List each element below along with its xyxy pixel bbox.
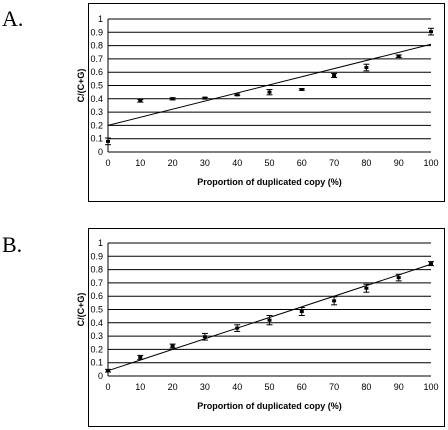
y-tick-label-b-6: 0.6 (90, 291, 103, 301)
x-tick-label-a-3: 30 (200, 158, 210, 168)
x-tick-label-a-0: 0 (105, 158, 110, 168)
chart-b-frame (88, 228, 445, 427)
data-point-b-10 (429, 262, 433, 266)
data-point-a-2 (170, 97, 175, 101)
data-point-b-6 (299, 309, 304, 313)
panel-b-label: B. (2, 232, 23, 257)
x-tick-label-a-6: 60 (297, 158, 307, 168)
x-tick-label-a-10: 100 (423, 158, 438, 168)
x-tick-label-b-4: 40 (232, 382, 242, 392)
y-tick-label-a-0: 0 (98, 147, 103, 157)
y-tick-label-a-5: 0.5 (90, 81, 103, 91)
data-point-b-1 (138, 355, 143, 359)
x-tick-label-a-2: 20 (168, 158, 178, 168)
y-tick-label-b-2: 0.2 (90, 344, 103, 354)
x-tick-label-b-6: 60 (297, 382, 307, 392)
x-tick-label-a-5: 50 (264, 158, 274, 168)
x-tick-label-b-2: 20 (168, 382, 178, 392)
y-tick-label-a-1: 0.1 (90, 134, 103, 144)
y-tick-label-b-5: 0.5 (90, 305, 103, 315)
chart-a-frame (88, 3, 445, 202)
x-axis-title-b: Proportion of duplicated copy (%) (197, 401, 342, 411)
data-point-a-0 (106, 139, 110, 143)
data-point-b-3 (202, 335, 207, 339)
panel-a-label: A. (2, 6, 24, 31)
x-tick-label-b-7: 70 (329, 382, 339, 392)
data-point-a-6 (299, 87, 304, 91)
data-point-a-5 (267, 90, 272, 94)
x-tick-label-b-3: 30 (200, 382, 210, 392)
y-tick-label-b-4: 0.4 (90, 318, 103, 328)
y-tick-label-a-3: 0.3 (90, 107, 103, 117)
data-point-a-1 (138, 99, 143, 103)
x-tick-label-a-7: 70 (329, 158, 339, 168)
data-point-a-8 (364, 66, 369, 70)
data-point-b-5 (267, 318, 272, 322)
y-tick-label-a-2: 0.2 (90, 120, 103, 130)
x-tick-label-a-8: 80 (361, 158, 371, 168)
trendline-a (107, 43, 432, 126)
data-point-b-7 (332, 299, 337, 303)
y-tick-label-b-7: 0.7 (90, 278, 103, 288)
x-tick-label-b-8: 80 (361, 382, 371, 392)
x-tick-label-a-1: 10 (135, 158, 145, 168)
y-tick-label-a-7: 0.7 (90, 54, 103, 64)
y-axis-title-b: C/(C+G) (76, 293, 86, 327)
data-point-b-8 (364, 286, 369, 290)
y-tick-label-b-3: 0.3 (90, 331, 103, 341)
y-tick-label-b-9: 0.9 (90, 251, 103, 261)
x-tick-label-b-5: 50 (264, 382, 274, 392)
data-point-a-9 (396, 54, 401, 58)
x-axis-title-a: Proportion of duplicated copy (%) (197, 177, 342, 187)
y-tick-label-a-10: 1 (98, 14, 103, 24)
data-point-b-2 (170, 344, 175, 348)
y-tick-label-a-6: 0.6 (90, 67, 103, 77)
y-tick-label-b-8: 0.8 (90, 265, 103, 275)
data-point-b-4 (235, 326, 240, 330)
y-axis-title-a: C/(C+G) (76, 69, 86, 103)
x-tick-label-a-9: 90 (394, 158, 404, 168)
x-tick-label-b-1: 10 (135, 382, 145, 392)
data-point-b-0 (106, 369, 110, 373)
y-tick-label-a-4: 0.4 (90, 94, 103, 104)
x-tick-label-b-9: 90 (394, 382, 404, 392)
data-point-a-7 (332, 74, 337, 78)
data-point-a-3 (202, 96, 207, 100)
y-tick-label-b-10: 1 (98, 238, 103, 248)
data-point-b-9 (396, 276, 401, 280)
y-tick-label-a-8: 0.8 (90, 41, 103, 51)
x-tick-label-b-10: 100 (423, 382, 438, 392)
y-tick-label-b-0: 0 (98, 371, 103, 381)
y-tick-label-a-9: 0.9 (90, 27, 103, 37)
data-point-a-10 (429, 30, 433, 34)
y-tick-label-b-1: 0.1 (90, 358, 103, 368)
data-point-a-4 (235, 93, 240, 97)
x-tick-label-a-4: 40 (232, 158, 242, 168)
x-tick-label-b-0: 0 (105, 382, 110, 392)
